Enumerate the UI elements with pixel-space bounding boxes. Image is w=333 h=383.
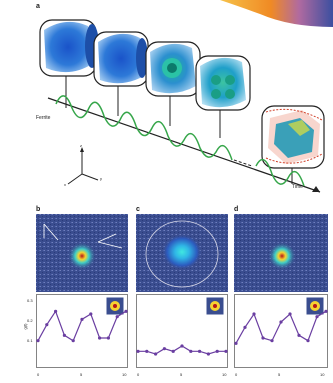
- data-point: [45, 323, 49, 327]
- data-point: [297, 333, 301, 337]
- plot-frame: [136, 294, 228, 368]
- series-line: [37, 309, 127, 342]
- data-point: [71, 339, 75, 343]
- data-point: [136, 349, 140, 353]
- data-point: [234, 341, 238, 345]
- cube-5: [261, 105, 325, 184]
- data-point: [215, 349, 219, 353]
- data-point: [243, 325, 247, 329]
- panel-c-label: c: [136, 206, 140, 213]
- data-point: [171, 349, 175, 353]
- data-point: [162, 347, 166, 351]
- ferrite-axis-label: Ferrite: [36, 115, 51, 121]
- data-point: [89, 312, 93, 316]
- xtick-d-5: 5: [278, 372, 281, 377]
- panel-d-label: d: [234, 206, 239, 213]
- time-axis: [47, 95, 321, 193]
- xtick-c-0: 0: [137, 372, 140, 377]
- plot-ylabel: g(t): [22, 323, 28, 330]
- corner-decoration: [220, 0, 333, 27]
- line-plot-d: [234, 294, 328, 368]
- plot-inset: [305, 296, 325, 316]
- data-point: [306, 339, 310, 343]
- panel-b-label: b: [36, 206, 41, 213]
- data-point: [206, 352, 210, 356]
- data-point: [224, 349, 228, 353]
- axis-x-label: x: [64, 182, 66, 187]
- data-point: [252, 312, 256, 316]
- cube-4: [195, 55, 251, 138]
- xtick-c-5: 5: [180, 372, 183, 377]
- data-point: [279, 320, 283, 324]
- data-point: [54, 309, 58, 313]
- xtick-d-10: 10: [320, 372, 325, 377]
- axis-y-label: y: [100, 176, 102, 181]
- data-point: [154, 352, 158, 356]
- data-point: [180, 344, 184, 348]
- series-line: [235, 310, 327, 344]
- data-point: [124, 309, 128, 313]
- heatmap-b: [36, 214, 128, 292]
- xtick-b-10: 10: [122, 372, 127, 377]
- data-point: [115, 315, 119, 319]
- ytick-2: 0.2: [27, 318, 33, 323]
- data-point: [36, 339, 40, 343]
- data-point: [189, 349, 193, 353]
- xtick-c-10: 10: [222, 372, 227, 377]
- plot-frame: [234, 294, 328, 368]
- data-point: [106, 336, 110, 340]
- axis-z-label: z: [80, 143, 82, 148]
- data-point: [198, 349, 202, 353]
- data-point: [62, 333, 66, 337]
- xtick-d-0: 0: [235, 372, 238, 377]
- cube-2: [93, 31, 149, 116]
- xtick-b-5: 5: [80, 372, 83, 377]
- plot-frame: [36, 294, 128, 368]
- plot-inset: [205, 296, 225, 316]
- time-axis-label: Time: [292, 184, 303, 190]
- cube-1: [39, 19, 99, 108]
- coordinate-axes: [62, 142, 112, 190]
- plot-inset: [105, 296, 125, 316]
- ytick-3: 0.1: [27, 338, 33, 343]
- data-point: [315, 315, 319, 319]
- data-point: [270, 339, 274, 343]
- data-point: [261, 336, 265, 340]
- ytick-1: 0.3: [27, 298, 33, 303]
- heatmap-c: [136, 214, 228, 292]
- data-point: [288, 312, 292, 316]
- sample-cube-illustrations: [30, 8, 333, 258]
- line-plot-b: [36, 294, 128, 368]
- data-point: [98, 336, 102, 340]
- data-point: [80, 317, 84, 321]
- panel-a-label: a: [36, 3, 40, 10]
- xtick-b-0: 0: [37, 372, 40, 377]
- data-point: [145, 349, 149, 353]
- heatmap-d: [234, 214, 328, 292]
- data-point: [324, 309, 328, 313]
- cube-3: [145, 41, 201, 126]
- line-plot-c: [136, 294, 228, 368]
